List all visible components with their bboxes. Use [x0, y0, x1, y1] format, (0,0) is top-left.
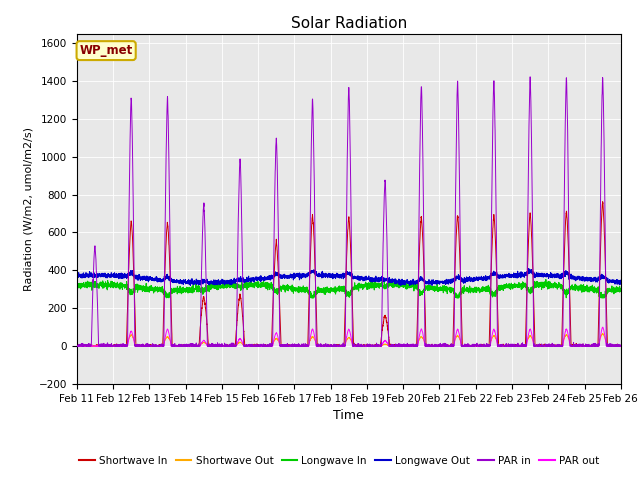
X-axis label: Time: Time [333, 409, 364, 422]
Text: WP_met: WP_met [79, 44, 132, 57]
Legend: Shortwave In, Shortwave Out, Longwave In, Longwave Out, PAR in, PAR out: Shortwave In, Shortwave Out, Longwave In… [75, 452, 604, 470]
Y-axis label: Radiation (W/m2, umol/m2/s): Radiation (W/m2, umol/m2/s) [23, 127, 33, 291]
Title: Solar Radiation: Solar Radiation [291, 16, 407, 31]
